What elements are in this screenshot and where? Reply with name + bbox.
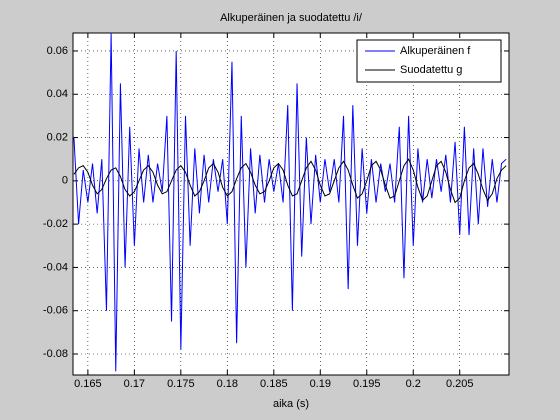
x-tick-label: 0.2	[406, 378, 421, 390]
x-tick-label: 0.185	[260, 378, 288, 390]
x-tick-label: 0.195	[353, 378, 381, 390]
legend-label: Suodatettu g	[400, 64, 462, 76]
legend-label: Alkuperäinen f	[400, 45, 471, 57]
plot-area	[73, 33, 509, 375]
axes-box	[72, 32, 510, 376]
x-tick-label: 0.175	[167, 378, 195, 390]
series-line	[73, 33, 507, 372]
x-tick-label: 0.19	[310, 378, 331, 390]
x-axis-label: aika (s)	[273, 398, 309, 410]
y-tick-label: 0.02	[47, 131, 68, 143]
series-line	[73, 158, 507, 204]
y-tick-label: 0.06	[47, 45, 68, 57]
x-tick-label: 0.165	[74, 378, 102, 390]
x-tick-label: 0.18	[217, 378, 238, 390]
y-tick-label: -0.04	[43, 261, 68, 273]
y-tick-label: 0	[62, 175, 68, 187]
chart-title: Alkuperäinen ja suodatettu /i/	[220, 12, 363, 24]
y-tick-label: -0.08	[43, 348, 68, 360]
legend-box	[356, 39, 502, 83]
y-tick-label: -0.06	[43, 305, 68, 317]
y-tick-label: 0.04	[47, 88, 68, 100]
y-tick-label: -0.02	[43, 218, 68, 230]
x-tick-label: 0.205	[446, 378, 474, 390]
x-tick-label: 0.17	[124, 378, 145, 390]
